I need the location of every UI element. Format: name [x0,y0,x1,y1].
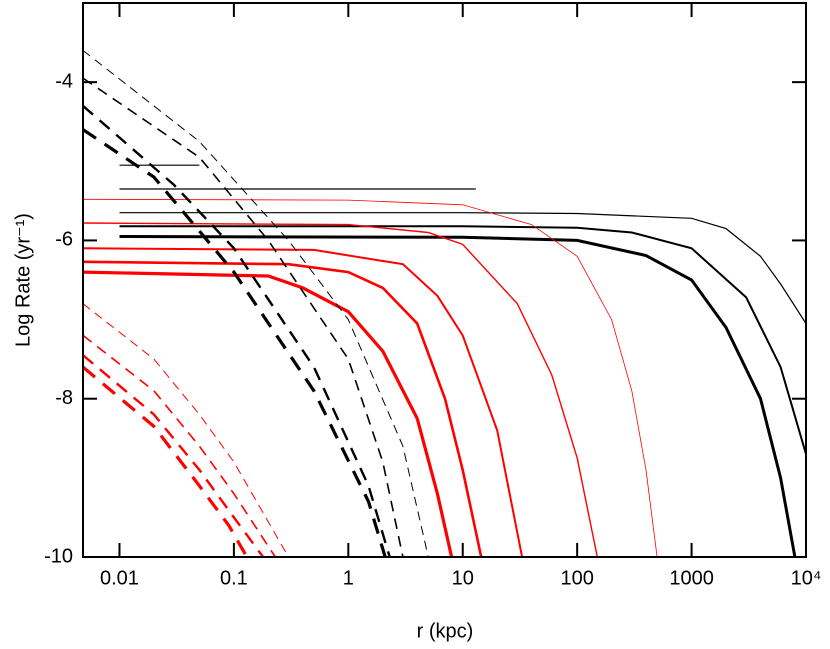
x-tick-label: 0.1 [220,567,248,589]
curve [83,260,483,557]
y-tick-label: -8 [55,387,73,409]
curve [83,334,276,557]
curve [119,225,806,455]
curve [119,235,797,557]
curve [83,222,598,557]
x-tick-label: 10⁴ [791,567,822,589]
x-tick-label: 1 [343,567,354,589]
y-axis-label: Log Rate (yr⁻¹) [12,213,34,347]
x-tick-label: 100 [560,567,593,589]
x-tick-label: 10 [452,567,474,589]
curve [83,365,249,557]
y-tick-label: -4 [55,70,73,92]
x-axis-label: r (kpc) [417,620,474,642]
curve [83,303,289,557]
curve [83,354,265,557]
curve [83,198,658,557]
plot-frame [82,2,807,558]
y-tick-label: -6 [55,229,73,251]
y-tick-label: -10 [44,545,73,567]
x-tick-label: 0.01 [100,567,139,589]
curve [119,212,806,324]
x-tick-label: 1000 [669,567,714,589]
curve [83,50,429,557]
curve [83,270,454,557]
curve [83,247,524,557]
curve [83,77,404,557]
curve [83,104,391,557]
